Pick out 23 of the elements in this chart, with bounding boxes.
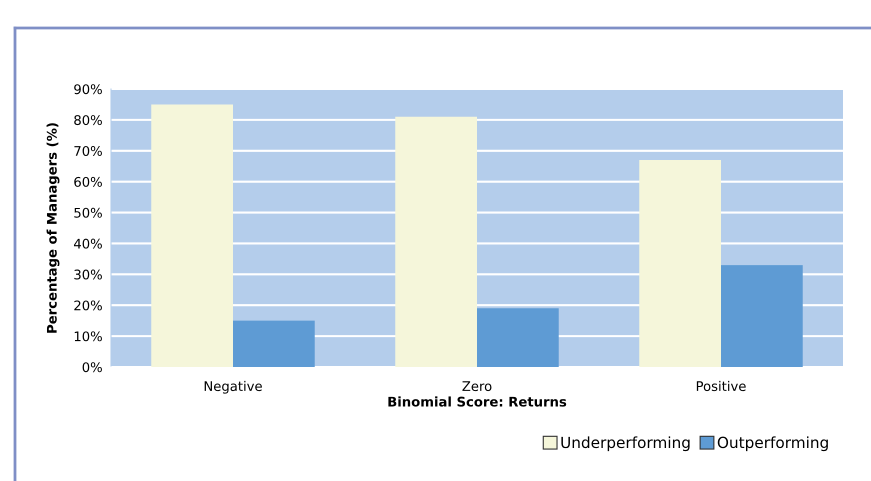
y-tick-label: 60% [74,176,102,187]
y-tick-label: 90% [74,84,102,94]
x-tick-label: Negative [204,380,262,394]
y-tick-label: 10% [74,331,102,342]
x-tick-label: Positive [696,380,746,392]
y-tick-label: 40% [74,238,102,249]
bar [477,308,559,367]
y-tick-label: 80% [74,115,102,126]
x-tick-label: Zero [462,381,492,392]
y-tick-label: 70% [74,146,102,156]
y-axis-title: Percentage of Managers (%) [46,123,60,333]
bar [639,160,721,367]
y-tick-label: 30% [74,270,102,280]
y-tick-label: 0% [82,362,102,372]
y-tick-label: 50% [74,208,102,218]
bar [721,265,803,367]
y-tick-label: 20% [74,300,102,310]
bar [395,116,477,367]
bar [151,104,233,367]
legend-label: Outperforming [718,436,828,452]
legend-label: Underperforming [561,436,690,452]
x-axis-title: Binomial Score: Returns [388,396,566,407]
bar [233,320,315,367]
